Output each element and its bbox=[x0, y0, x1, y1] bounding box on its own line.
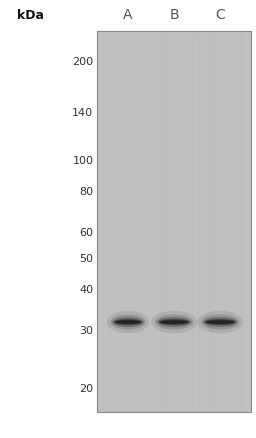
Ellipse shape bbox=[157, 317, 191, 327]
Ellipse shape bbox=[201, 314, 239, 329]
Bar bbox=[97, 31, 251, 412]
Ellipse shape bbox=[107, 311, 149, 333]
Ellipse shape bbox=[113, 317, 143, 327]
Ellipse shape bbox=[110, 314, 146, 329]
Text: 100: 100 bbox=[72, 155, 93, 166]
Text: 140: 140 bbox=[72, 108, 93, 118]
Ellipse shape bbox=[203, 317, 237, 327]
Ellipse shape bbox=[114, 319, 142, 325]
Text: C: C bbox=[215, 8, 225, 22]
Text: kDa: kDa bbox=[17, 9, 44, 22]
Text: B: B bbox=[169, 8, 179, 22]
Ellipse shape bbox=[205, 319, 236, 325]
Text: A: A bbox=[123, 8, 133, 22]
Text: 30: 30 bbox=[79, 326, 93, 336]
Ellipse shape bbox=[206, 320, 234, 324]
Ellipse shape bbox=[151, 311, 197, 333]
Text: 50: 50 bbox=[79, 254, 93, 264]
Text: 200: 200 bbox=[72, 57, 93, 67]
Ellipse shape bbox=[159, 319, 189, 325]
Ellipse shape bbox=[197, 311, 243, 333]
Ellipse shape bbox=[115, 320, 141, 324]
Ellipse shape bbox=[155, 314, 193, 329]
Text: 40: 40 bbox=[79, 286, 93, 295]
Text: 80: 80 bbox=[79, 187, 93, 197]
Ellipse shape bbox=[160, 320, 188, 324]
Text: 60: 60 bbox=[79, 228, 93, 238]
Text: 20: 20 bbox=[79, 384, 93, 394]
